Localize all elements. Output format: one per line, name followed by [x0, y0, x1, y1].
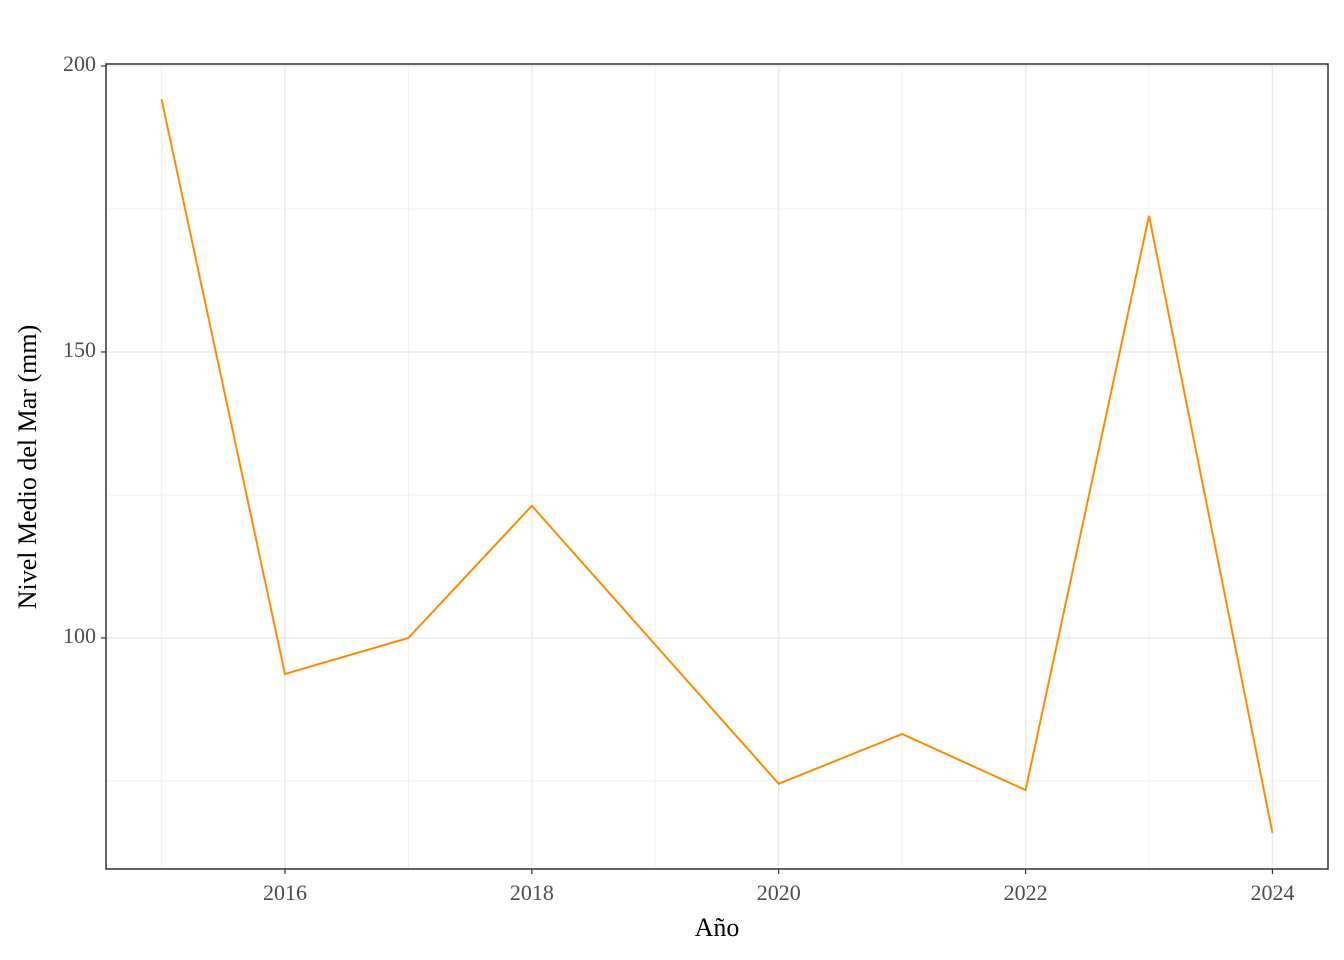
x-axis-title: Año — [695, 913, 740, 942]
y-tick-label: 200 — [63, 51, 96, 76]
y-tick-label: 100 — [63, 623, 96, 648]
x-tick-label: 2022 — [1004, 880, 1048, 905]
y-tick-label: 150 — [63, 337, 96, 362]
panel-border — [105, 63, 1329, 870]
data-line — [160, 98, 1274, 834]
y-axis-title: Nivel Medio del Mar (mm) — [13, 325, 42, 610]
x-tick-label: 2020 — [757, 880, 801, 905]
x-tick-label: 2018 — [510, 880, 554, 905]
x-tick-label: 2016 — [263, 880, 307, 905]
x-tick-label: 2024 — [1250, 880, 1294, 905]
